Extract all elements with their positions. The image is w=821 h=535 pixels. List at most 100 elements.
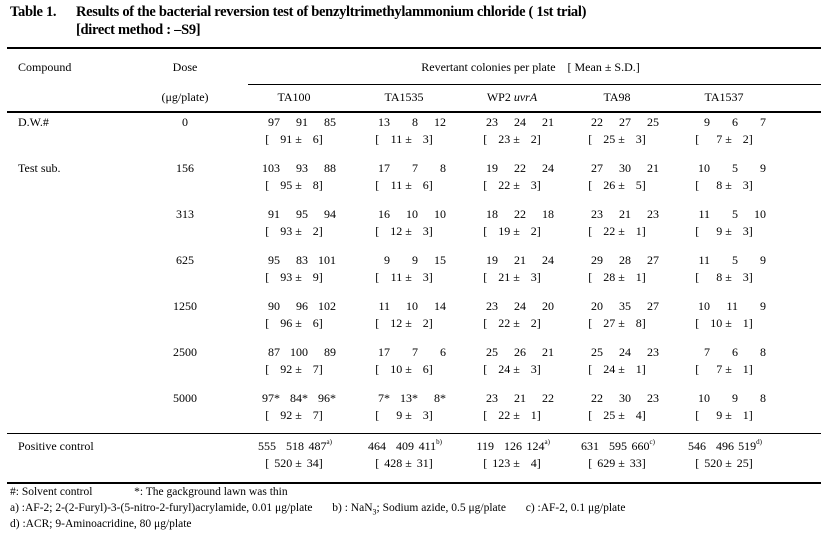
strain-name: TA1537 xyxy=(704,90,744,104)
plate-count-value: 95 xyxy=(268,253,280,267)
plate-count: 12 xyxy=(418,114,446,131)
mean-sd: [ 22 ± 1] xyxy=(483,408,541,422)
data-cell: 87 100 89[ 92 ± 7] xyxy=(240,344,348,378)
plate-counts: 546 496 519d) xyxy=(670,438,778,455)
plate-count-value: 14 xyxy=(434,299,446,313)
plate-count: 24 xyxy=(526,160,554,177)
mean-value: 28 xyxy=(603,270,616,284)
mean-value: 92 xyxy=(280,408,293,422)
sd-value: 1 xyxy=(742,316,749,330)
mean-sd: [ 21 ± 3] xyxy=(483,270,541,284)
mean-value: 11 xyxy=(390,178,403,192)
data-cell: 7 6 8[ 7 ± 1] xyxy=(670,344,778,378)
strain-header: TA98 xyxy=(563,89,671,105)
plate-count-value: 30 xyxy=(619,161,631,175)
plate-count-value: 23 xyxy=(486,115,498,129)
plate-count-value: 23 xyxy=(486,391,498,405)
sd-value: 7 xyxy=(312,408,319,422)
data-cell: 10 11 9[ 10 ± 1] xyxy=(670,298,778,332)
strain-name: TA98 xyxy=(603,90,631,104)
strain-header: TA100 xyxy=(240,89,348,105)
plate-count: 631 xyxy=(571,438,599,455)
plate-counts: 23 24 21 xyxy=(458,114,566,131)
data-cell: 17 7 6[ 10 ± 6] xyxy=(350,344,458,378)
data-cell: 11 5 10[ 9 ± 3] xyxy=(670,206,778,240)
plate-count-value: 21 xyxy=(514,253,526,267)
table-top-rule xyxy=(7,47,821,49)
plate-count-value: 16 xyxy=(378,207,390,221)
mean-value: 24 xyxy=(498,362,511,376)
plate-count: 124a) xyxy=(522,438,550,455)
sd-value: 2 xyxy=(530,132,537,146)
sd-value: 3 xyxy=(530,362,537,376)
plate-count: 5 xyxy=(710,160,738,177)
plate-count: 28 xyxy=(603,252,631,269)
plate-count-value: 87 xyxy=(268,345,280,359)
data-cell: 97* 84* 96* [ 92 ± 7] xyxy=(240,390,348,424)
mean-sd: [ 10 ± 6] xyxy=(375,362,433,376)
plate-count-value: 464 xyxy=(368,439,386,453)
plate-count: 6 xyxy=(710,114,738,131)
mean-sd: [ 520 ± 34] xyxy=(265,456,323,470)
plate-count-value: 88 xyxy=(324,161,336,175)
plate-count: 16 xyxy=(362,206,390,223)
plate-count-value: 546 xyxy=(688,439,706,453)
footnote-b-sub: 3 xyxy=(372,507,377,517)
plate-counts: 17 7 8 xyxy=(350,160,458,177)
mean-value: 123 xyxy=(492,456,511,470)
mean-sd: [ 25 ± 4] xyxy=(588,408,646,422)
plate-count: 11 xyxy=(362,298,390,315)
mean-sd: [ 93 ± 2] xyxy=(265,224,323,238)
plate-count-value: 25 xyxy=(647,115,659,129)
data-cell: 25 24 23[ 24 ± 1] xyxy=(563,344,671,378)
plate-count-value: 10 xyxy=(754,207,766,221)
plate-count: 595 xyxy=(599,438,627,455)
mean-value: 22 xyxy=(498,408,511,422)
footnote-solvent: #: Solvent control xyxy=(10,486,93,498)
plate-count: 411b) xyxy=(414,438,442,455)
plate-counts: 13 8 12 xyxy=(350,114,458,131)
plate-count: 24 xyxy=(526,252,554,269)
plate-count-value: 595 xyxy=(609,439,627,453)
plate-count: 6 xyxy=(710,344,738,361)
mean-sd: [ 91 ± 6] xyxy=(265,132,323,146)
plate-count-value: 90 xyxy=(268,299,280,313)
footnote-marker: c) xyxy=(649,438,655,446)
plate-count-value: 22 xyxy=(591,391,603,405)
plate-counts: 11 10 14 xyxy=(350,298,458,315)
data-cell: 23 24 21[ 23 ± 2] xyxy=(458,114,566,148)
plate-count: 20 xyxy=(575,298,603,315)
sd-value: 2 xyxy=(530,224,537,238)
plate-count: 24 xyxy=(603,344,631,361)
mean-sd: [ 25 ± 3] xyxy=(588,132,646,146)
plate-count-value: 21 xyxy=(619,207,631,221)
plate-count: 19 xyxy=(470,160,498,177)
plate-count-value: 24 xyxy=(514,299,526,313)
plate-count-value: 6 xyxy=(440,345,446,359)
mean-value: 25 xyxy=(603,132,616,146)
plate-count-value: 23 xyxy=(591,207,603,221)
plate-count: 11 xyxy=(710,298,738,315)
table-subtitle: [direct method : –S9] xyxy=(76,22,201,38)
plate-count: 5 xyxy=(710,206,738,223)
plate-counts: 7 6 8 xyxy=(670,344,778,361)
mean-value: 9 xyxy=(716,408,723,422)
plate-count: 91 xyxy=(252,206,280,223)
plate-count: 21 xyxy=(603,206,631,223)
mean-sd: [ 93 ± 9] xyxy=(265,270,323,284)
plate-count: 15 xyxy=(418,252,446,269)
marker-spacer xyxy=(442,438,450,455)
sd-value: 5 xyxy=(635,178,642,192)
header-sub-rule xyxy=(248,84,821,85)
sd-value: 2 xyxy=(422,316,429,330)
plate-count: 89 xyxy=(308,344,336,361)
plate-count-value: 15 xyxy=(434,253,446,267)
plate-count-value: 409 xyxy=(396,439,414,453)
plate-count-value: 5 xyxy=(732,253,738,267)
table-title-text: Results of the bacterial reversion test … xyxy=(76,4,587,20)
mean-value: 22 xyxy=(498,316,511,330)
plate-count-value: 21 xyxy=(514,391,526,405)
strain-name: WP2 xyxy=(486,90,514,104)
mean-sd: [ 27 ± 8] xyxy=(588,316,646,330)
plate-count-value: 9 xyxy=(704,115,710,129)
